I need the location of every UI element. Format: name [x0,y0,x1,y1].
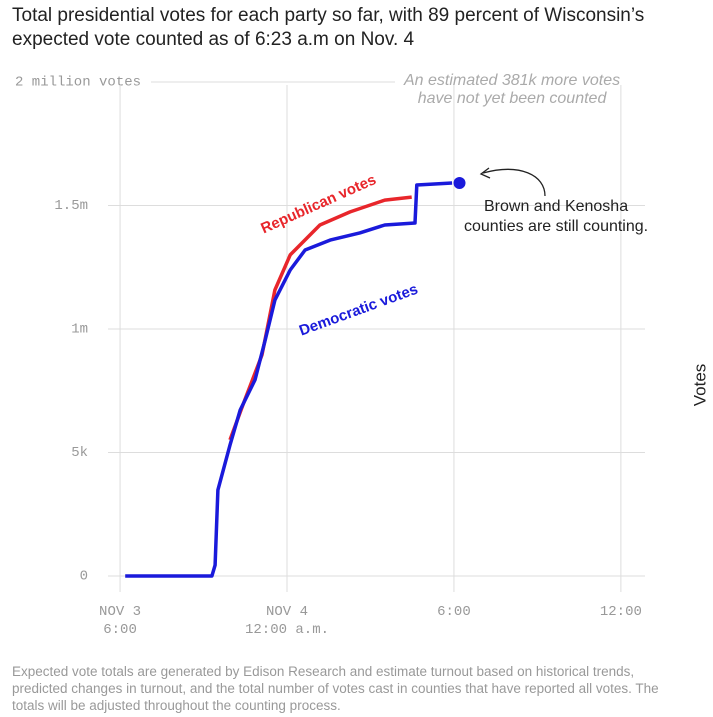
y-tick-label: 0 [80,569,88,585]
x-tick-label: NOV 3 6:00 [99,604,142,638]
y-tick-label: 1m [71,322,88,338]
annotation: Brown and Kenosha counties are still cou… [464,198,649,235]
chart-title: Total presidential votes for each party … [12,5,645,50]
arrow-head [479,167,491,179]
footnote: Expected vote totals are generated by Ed… [12,664,659,713]
y-tick-label: 1.5m [54,198,88,214]
end-marker [453,177,466,190]
y-axis-label: Votes [690,364,709,407]
line [228,195,412,441]
line [125,181,453,578]
annotation: An estimated 381k more votes have not ye… [404,72,621,107]
y-tick-label: 5k [71,445,88,461]
annotation-arrow [482,168,546,197]
y-tick-label: 2 million votes [15,75,141,91]
x-tick-label: 12:00 [599,604,642,620]
x-tick-label: 6:00 [437,604,471,620]
x-tick-label: NOV 4 12:00 a.m. [244,604,330,638]
series-label: Democratic votes [297,281,420,340]
